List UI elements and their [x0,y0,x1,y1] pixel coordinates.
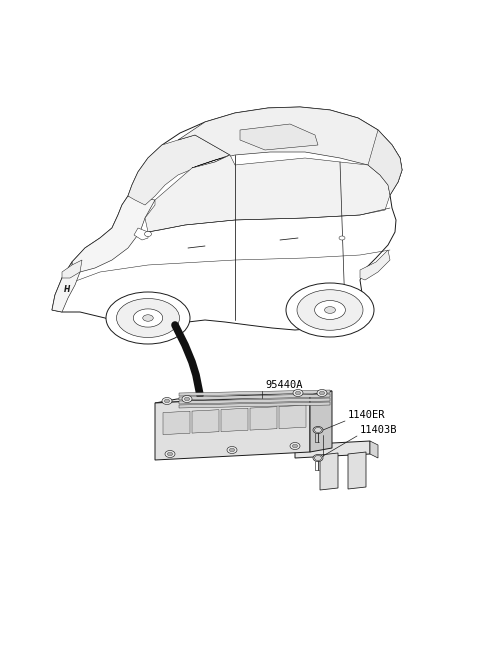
Polygon shape [145,155,390,232]
Ellipse shape [165,400,169,403]
Polygon shape [179,390,330,396]
Ellipse shape [314,301,346,320]
Ellipse shape [313,426,323,434]
Ellipse shape [320,391,324,395]
Ellipse shape [168,452,172,456]
Polygon shape [240,124,318,150]
Polygon shape [221,408,248,432]
Ellipse shape [144,231,152,236]
Polygon shape [295,441,370,458]
Ellipse shape [165,451,175,457]
Polygon shape [368,130,402,195]
Text: H: H [64,286,70,295]
Polygon shape [155,395,310,460]
Ellipse shape [143,315,153,321]
Polygon shape [155,391,332,403]
Ellipse shape [293,390,303,396]
Polygon shape [179,394,330,400]
Ellipse shape [286,283,374,337]
Ellipse shape [117,299,180,337]
Polygon shape [163,411,190,434]
Ellipse shape [162,398,172,405]
Text: 95440A: 95440A [265,380,302,390]
Polygon shape [310,391,332,452]
Polygon shape [360,250,390,280]
Polygon shape [128,135,230,205]
Polygon shape [348,452,366,489]
Ellipse shape [296,391,300,395]
Polygon shape [179,398,330,404]
Ellipse shape [227,447,237,453]
Polygon shape [320,453,338,490]
Ellipse shape [184,397,190,401]
Ellipse shape [290,443,300,449]
Ellipse shape [133,309,163,327]
Polygon shape [52,262,80,312]
Ellipse shape [297,290,363,330]
Ellipse shape [314,455,322,460]
Ellipse shape [106,292,190,344]
Polygon shape [370,441,378,458]
Ellipse shape [182,396,192,403]
Ellipse shape [292,444,298,448]
Polygon shape [62,260,82,278]
Ellipse shape [339,236,345,240]
Ellipse shape [317,390,327,396]
Polygon shape [192,409,219,433]
Ellipse shape [324,307,336,313]
Ellipse shape [313,455,323,462]
Ellipse shape [229,448,235,452]
Text: 1140ER: 1140ER [348,410,385,420]
Polygon shape [250,407,277,430]
Polygon shape [279,405,306,428]
Polygon shape [179,402,330,408]
Polygon shape [134,228,148,240]
Polygon shape [178,107,402,182]
Polygon shape [52,107,402,330]
Ellipse shape [314,428,322,432]
Polygon shape [72,196,155,272]
Text: 11403B: 11403B [360,425,397,435]
